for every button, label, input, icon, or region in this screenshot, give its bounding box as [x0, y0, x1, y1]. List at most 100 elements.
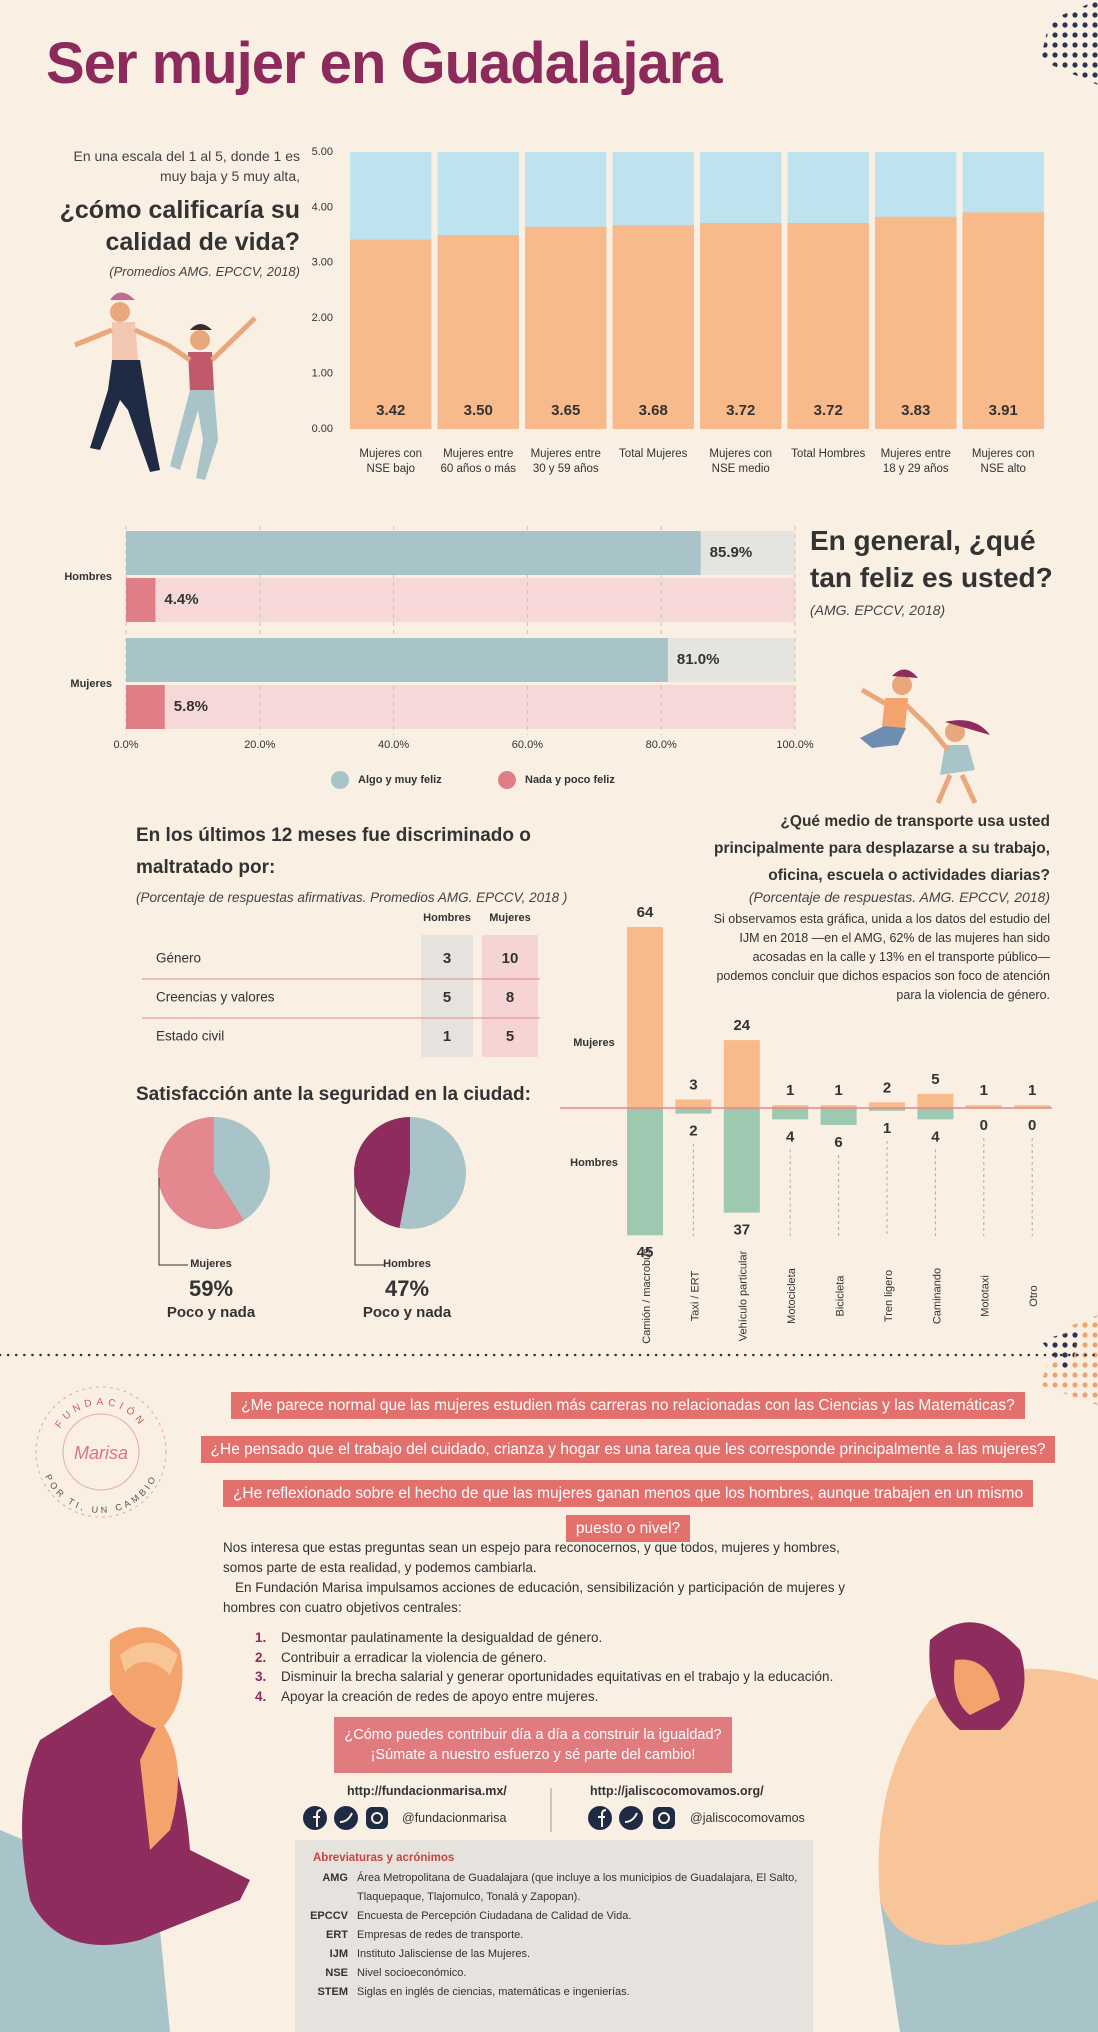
objective-text: Desmontar paulatinamente la desigualdad … — [281, 1630, 603, 1645]
bar — [675, 1099, 712, 1108]
bar — [437, 235, 519, 429]
abbreviation: IJM Instituto Jalisciense de las Mujeres. — [300, 1945, 800, 1964]
bar — [772, 1105, 809, 1108]
bar — [612, 225, 694, 429]
value-label: 3.91 — [989, 402, 1018, 419]
pie-category: Poco y nada — [167, 1304, 256, 1321]
pie-name: Mujeres — [190, 1258, 232, 1270]
objective: 2. Contribuir a erradicar la violencia de… — [255, 1648, 895, 1668]
bar — [787, 222, 869, 429]
cell: 10 — [502, 950, 519, 967]
link-url[interactable]: http://fundacionmarisa.mx/ — [347, 1784, 507, 1798]
series-label: Hombres — [570, 1157, 618, 1169]
logo-brand: Marisa — [74, 1443, 128, 1463]
transport-heading: ¿Qué medio de transporte usa usted princ… — [700, 808, 1050, 905]
abbreviation-key: NSE — [325, 1967, 348, 1979]
value-label: 45 — [637, 1244, 654, 1261]
value-label: 2 — [689, 1123, 697, 1140]
dot-pattern — [1040, 1330, 1080, 1375]
logo: FUNDACIÓN POR TI, UN CAMBIO Marisa — [35, 1386, 167, 1518]
bar — [723, 1040, 760, 1108]
x-tick-label: 60.0% — [512, 739, 543, 751]
abbreviation-text: Encuesta de Percepción Ciudadana de Cali… — [357, 1910, 632, 1922]
bar — [869, 1108, 905, 1111]
legend-label: Nada y poco feliz — [525, 774, 615, 786]
pie-slice — [354, 1117, 410, 1229]
objective-number: 3. — [255, 1669, 267, 1684]
pie-connector — [354, 1178, 384, 1266]
cta-line: ¡Súmate a nuestro esfuerzo y sé parte de… — [370, 1747, 696, 1763]
link-url[interactable]: http://jaliscocomovamos.org/ — [590, 1784, 764, 1798]
abbreviation-text: Nivel socioeconómico. — [357, 1967, 467, 1979]
chart-title: Satisfacción ante la seguridad en la ciu… — [136, 1084, 531, 1105]
value-label: 1 — [883, 1120, 891, 1137]
abbreviation-key: ERT — [326, 1929, 348, 1941]
objective: 1. Desmontar paulatinamente la desigualda… — [255, 1628, 895, 1648]
social-icon-glyphs — [313, 1809, 670, 1827]
x-tick-label: Mujeres con NSE alto — [971, 448, 1035, 475]
bar — [917, 1108, 954, 1120]
pie-value-label: 47% — [385, 1276, 429, 1301]
x-tick-label: Camión / macrobús — [641, 1248, 653, 1344]
abbreviation: STEM Siglas en inglés de ciencias, matemá… — [300, 1983, 800, 2002]
question: ¿Me parece normal que las mujeres estudi… — [180, 1388, 1076, 1423]
value-label: 3.83 — [901, 402, 930, 419]
bar — [126, 638, 668, 682]
quality-heading: En una escala del 1 al 5, donde 1 es muy… — [50, 146, 300, 279]
objective-number: 2. — [255, 1649, 267, 1665]
abbreviation: EPCCV Encuesta de Percepción Ciudadana de… — [300, 1907, 800, 1926]
x-tick-label: Mujeres entre 60 años o más — [440, 448, 516, 475]
chart-title: ¿Qué medio de transporte usa usted princ… — [714, 813, 1050, 884]
question: ¿He pensado que el trabajo del cuidado, … — [180, 1432, 1076, 1467]
value-label: 4.4% — [164, 591, 198, 608]
value-label: 6 — [834, 1134, 842, 1151]
link-handle[interactable]: @fundacionmarisa — [402, 1811, 507, 1825]
legend-swatch — [498, 771, 516, 789]
objectives: 1. Desmontar paulatinamente la desigualda… — [255, 1628, 895, 1706]
objective-text: Disminuir la brecha salarial y generar o… — [281, 1669, 834, 1684]
discrimination-heading: En los últimos 12 meses fue discriminado… — [136, 820, 567, 905]
bar-track — [126, 578, 795, 622]
cell: 5 — [506, 1028, 514, 1045]
x-tick-label: Taxi / ERT — [689, 1270, 701, 1321]
cell: 1 — [443, 1028, 451, 1045]
value-label: 3.68 — [639, 402, 668, 419]
question: ¿He reflexionado sobre el hecho de que l… — [218, 1476, 1038, 1546]
abbreviation-key: EPCCV — [310, 1910, 348, 1922]
bar — [627, 1108, 663, 1236]
value-label: 0 — [980, 1117, 988, 1134]
x-tick-label: Mototaxi — [980, 1275, 992, 1317]
link-handle[interactable]: @jaliscocomovamos — [690, 1811, 805, 1825]
cell: 8 — [506, 989, 514, 1006]
y-tick-label: 4.00 — [312, 201, 333, 213]
value-label: 4 — [786, 1128, 795, 1145]
bar — [723, 1108, 760, 1213]
x-tick-label: Tren ligero — [883, 1270, 895, 1322]
value-label: 24 — [733, 1017, 750, 1034]
value-label: 3.65 — [551, 402, 580, 419]
table-title: En los últimos 12 meses fue discriminado… — [136, 825, 531, 878]
objective-number: 1. — [255, 1630, 267, 1645]
bar — [869, 1102, 905, 1108]
x-tick-label: Vehículo particular — [738, 1250, 750, 1341]
x-tick-label: Mujeres entre 18 y 29 años — [880, 448, 951, 475]
value-label: 5.8% — [174, 698, 208, 715]
value-label: 3.72 — [726, 402, 755, 419]
chart-title: ¿cómo calificaría su calidad de vida? — [59, 196, 300, 256]
question-text: ¿Me parece normal que las mujeres estudi… — [231, 1392, 1025, 1419]
abbreviation-key: IJM — [329, 1948, 348, 1960]
question-text: ¿He reflexionado sobre el hecho de que l… — [222, 1480, 1034, 1542]
x-tick-label: Mujeres con NSE medio — [709, 448, 773, 475]
logo-name-path: FUNDACIÓN — [53, 1397, 144, 1431]
bar-track — [126, 685, 795, 729]
y-tick-label: Hombres — [64, 571, 112, 583]
value-label: 1 — [980, 1082, 988, 1099]
value-label: 81.0% — [677, 651, 720, 668]
y-tick-label: 5.00 — [312, 146, 333, 158]
x-tick-label: 40.0% — [378, 739, 409, 751]
illustration-dancers — [74, 292, 257, 480]
y-tick-label: 3.00 — [312, 257, 333, 269]
pie-slice — [158, 1117, 245, 1230]
